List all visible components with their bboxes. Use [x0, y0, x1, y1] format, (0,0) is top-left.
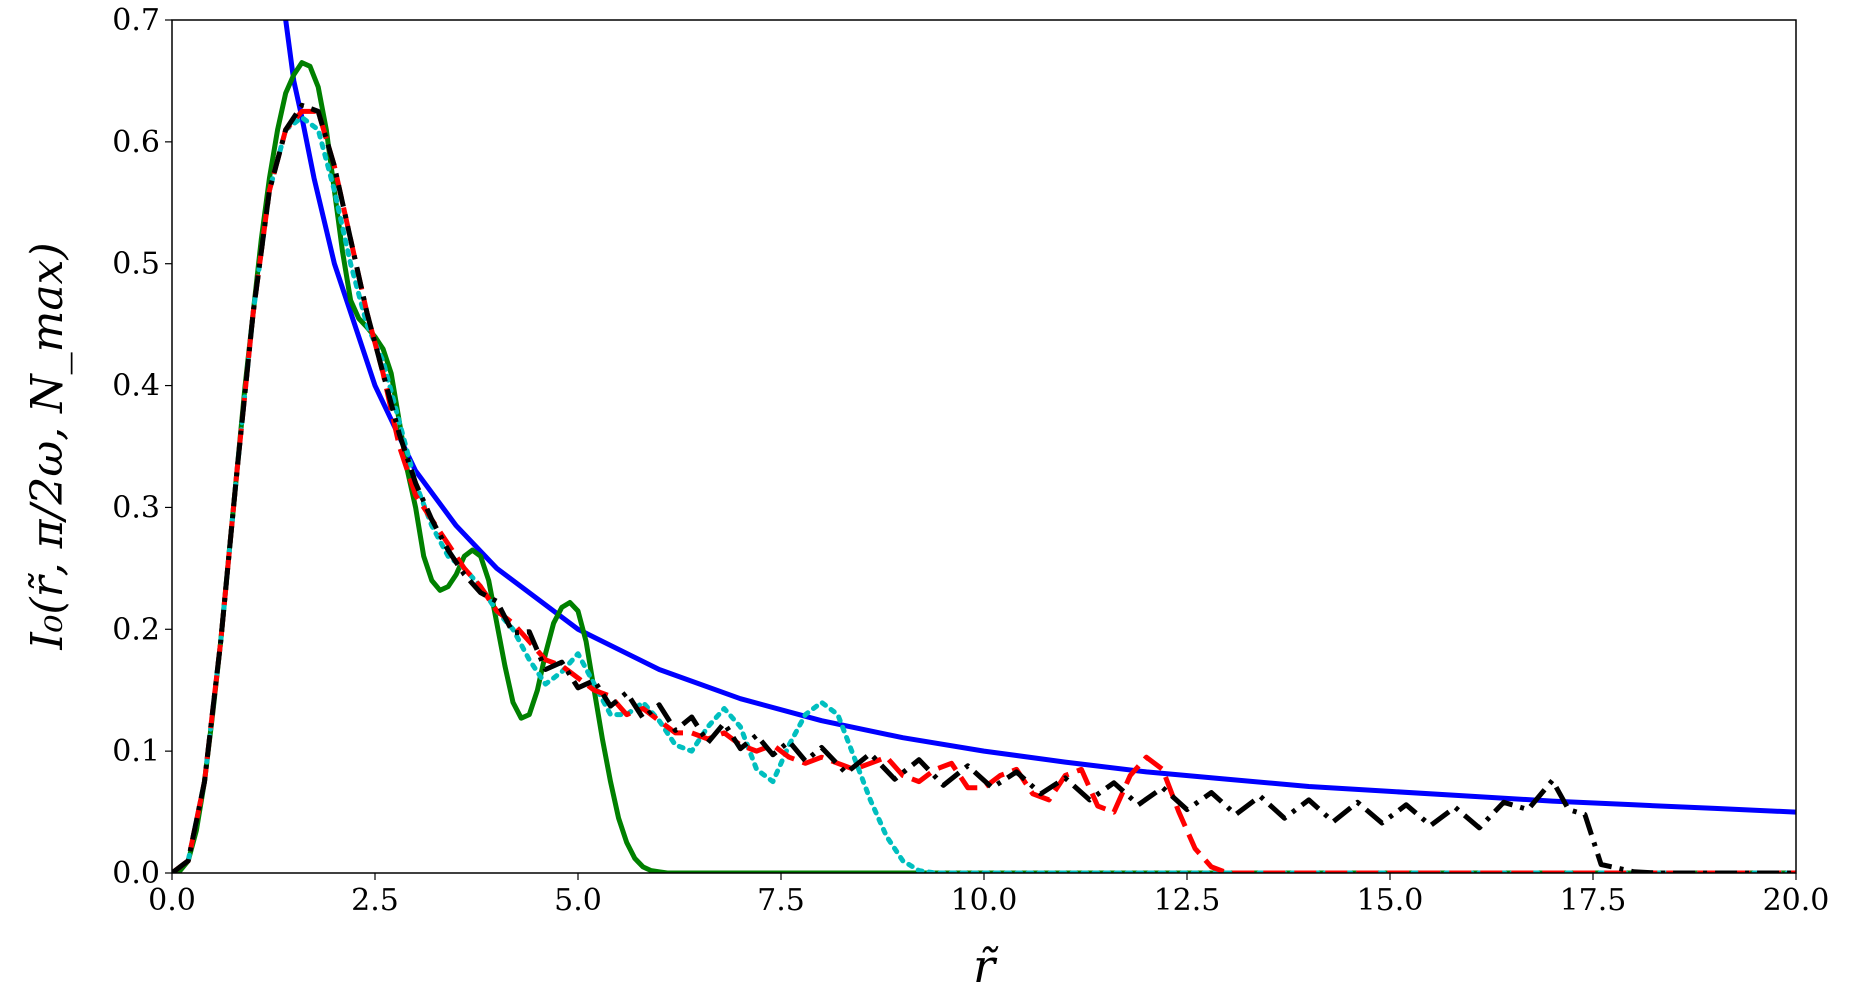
x-tick-label: 15.0	[1357, 883, 1424, 918]
series-line-1	[172, 60, 1796, 873]
y-tick-label: 0.1	[112, 734, 160, 769]
y-tick-label: 0.0	[112, 856, 160, 891]
series-line-4	[172, 102, 1796, 873]
x-axis: 0.0 2.5 5.0 7.5 10.0 12.5 15.0 17.5 20.0	[148, 873, 1829, 918]
x-tick-label: 0.0	[148, 883, 196, 918]
x-tick-label: 20.0	[1763, 883, 1830, 918]
y-tick-label: 0.2	[112, 612, 160, 647]
y-axis: 0.0 0.1 0.2 0.3 0.4 0.5 0.6 0.7	[112, 3, 172, 891]
x-axis-label: r̃	[973, 939, 999, 989]
y-axis-label: I₀(r̃, π/2ω, N_max)	[22, 242, 73, 650]
series-line-3	[172, 108, 1796, 873]
y-tick-label: 0.3	[112, 490, 160, 525]
x-tick-label: 12.5	[1154, 883, 1221, 918]
y-tick-label: 0.4	[112, 369, 160, 404]
x-tick-label: 2.5	[351, 883, 399, 918]
y-tick-label: 0.6	[112, 125, 160, 160]
y-tick-label: 0.5	[112, 247, 160, 282]
y-tick-label: 0.7	[112, 3, 160, 38]
series-line-2	[172, 115, 1796, 873]
x-tick-label: 10.0	[951, 883, 1018, 918]
x-tick-label: 17.5	[1560, 883, 1627, 918]
x-tick-label: 5.0	[554, 883, 602, 918]
x-tick-label: 7.5	[757, 883, 805, 918]
series-line-0	[283, 20, 1796, 815]
plot-frame	[171, 19, 1797, 874]
series-layer	[172, 20, 1796, 873]
